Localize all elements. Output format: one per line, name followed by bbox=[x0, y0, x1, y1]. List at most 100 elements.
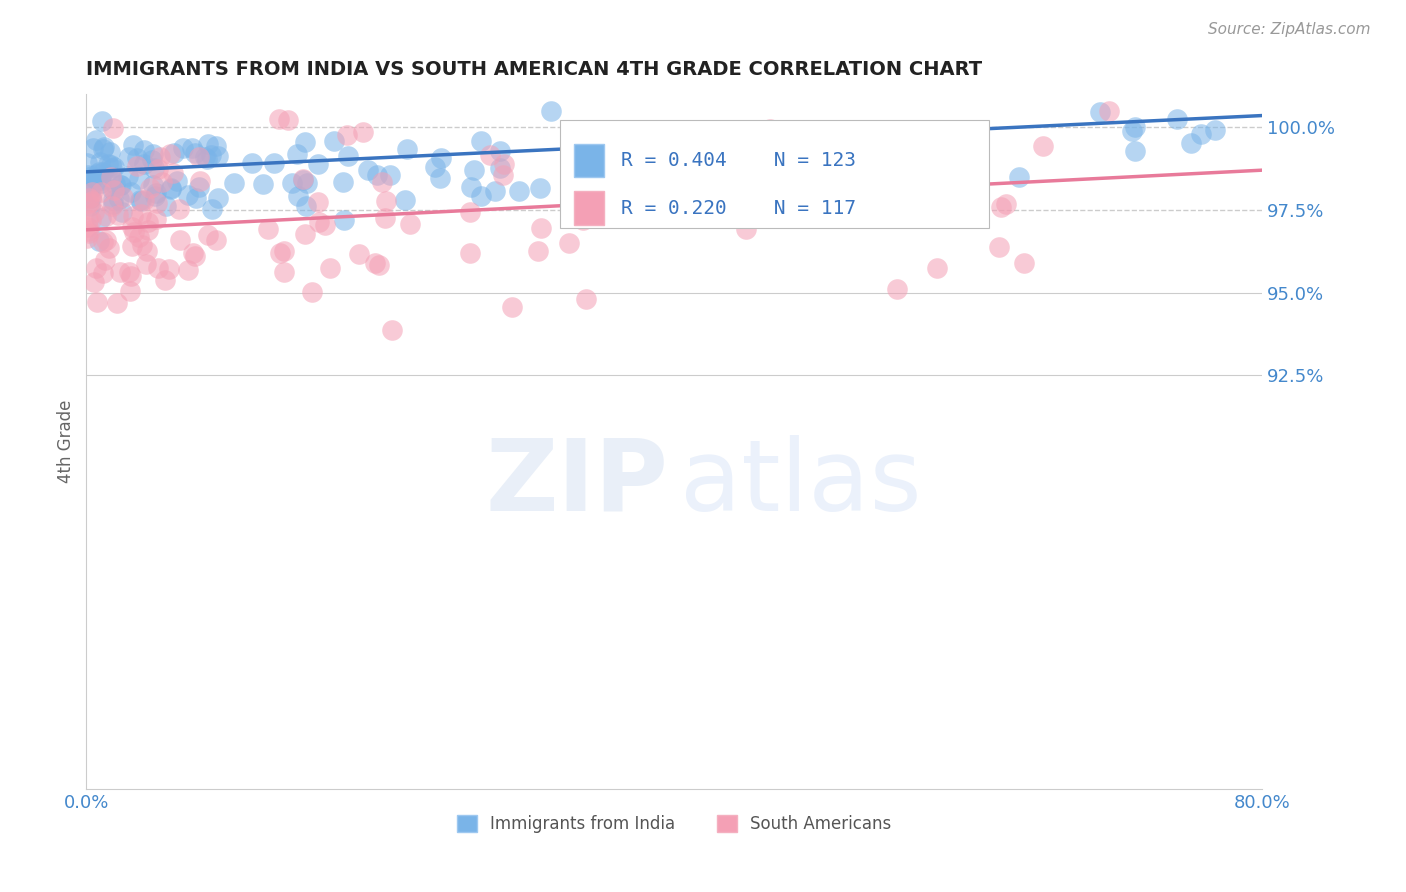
Point bbox=[1032, 138, 1054, 153]
Point bbox=[188, 179, 211, 194]
Point bbox=[145, 211, 167, 226]
Point bbox=[91, 142, 114, 156]
Point bbox=[257, 221, 280, 235]
Legend: Immigrants from India, South Americans: Immigrants from India, South Americans bbox=[457, 815, 891, 833]
Point bbox=[76, 213, 98, 227]
Point bbox=[430, 151, 453, 165]
Point bbox=[307, 194, 329, 209]
Point bbox=[1189, 127, 1212, 141]
Text: ZIP: ZIP bbox=[485, 434, 668, 532]
Point bbox=[77, 172, 100, 186]
Point bbox=[527, 244, 550, 258]
Point bbox=[112, 190, 135, 204]
Point bbox=[101, 193, 124, 207]
Point bbox=[103, 184, 125, 198]
Point bbox=[110, 178, 132, 192]
Point bbox=[94, 252, 117, 267]
Point bbox=[269, 245, 291, 260]
Point bbox=[367, 258, 389, 272]
Point bbox=[148, 261, 170, 276]
Point bbox=[948, 187, 970, 202]
Point bbox=[201, 202, 224, 216]
Point bbox=[132, 193, 155, 207]
Point bbox=[713, 169, 735, 184]
Point bbox=[142, 147, 165, 161]
Point bbox=[332, 175, 354, 189]
Point bbox=[84, 133, 107, 147]
Point bbox=[620, 206, 643, 220]
Point bbox=[80, 182, 103, 196]
Point bbox=[77, 224, 100, 238]
Point bbox=[100, 161, 122, 176]
Point bbox=[105, 296, 128, 310]
Point bbox=[107, 192, 129, 206]
Point bbox=[110, 265, 132, 279]
Point bbox=[87, 164, 110, 178]
Point bbox=[287, 188, 309, 202]
Point bbox=[292, 172, 315, 186]
Point bbox=[162, 146, 184, 161]
Point bbox=[458, 204, 481, 219]
Point bbox=[396, 142, 419, 156]
Point bbox=[160, 181, 183, 195]
Point bbox=[83, 170, 105, 185]
Point bbox=[138, 214, 160, 228]
Point bbox=[332, 213, 354, 227]
Point bbox=[188, 150, 211, 164]
Text: R = 0.404    N = 123: R = 0.404 N = 123 bbox=[621, 152, 856, 170]
Point bbox=[357, 163, 380, 178]
Point bbox=[134, 157, 156, 171]
Point bbox=[200, 148, 222, 162]
Point bbox=[754, 153, 776, 167]
Point bbox=[117, 169, 139, 184]
Point bbox=[337, 149, 360, 163]
Point bbox=[136, 223, 159, 237]
Point bbox=[205, 139, 228, 153]
Point bbox=[374, 211, 396, 225]
Point bbox=[194, 150, 217, 164]
Point bbox=[508, 184, 530, 198]
Point bbox=[529, 181, 551, 195]
Point bbox=[169, 233, 191, 247]
Point bbox=[177, 188, 200, 202]
Point bbox=[122, 138, 145, 153]
Point bbox=[492, 168, 515, 182]
Point bbox=[917, 202, 939, 217]
Point bbox=[83, 275, 105, 289]
Point bbox=[90, 176, 112, 190]
Point bbox=[120, 268, 142, 283]
Point bbox=[91, 235, 114, 250]
Point bbox=[177, 263, 200, 277]
Point bbox=[160, 182, 183, 196]
Point bbox=[352, 125, 374, 139]
Point bbox=[860, 137, 883, 152]
Point bbox=[558, 235, 581, 250]
Point bbox=[703, 179, 725, 194]
Point bbox=[172, 141, 194, 155]
Point bbox=[97, 157, 120, 171]
Point bbox=[307, 157, 329, 171]
Text: IMMIGRANTS FROM INDIA VS SOUTH AMERICAN 4TH GRADE CORRELATION CHART: IMMIGRANTS FROM INDIA VS SOUTH AMERICAN … bbox=[86, 60, 983, 78]
Point bbox=[1008, 170, 1031, 185]
Point bbox=[925, 260, 948, 275]
Point bbox=[138, 181, 160, 195]
Point bbox=[780, 129, 803, 144]
Point bbox=[129, 194, 152, 209]
Point bbox=[84, 260, 107, 275]
Point bbox=[957, 145, 980, 160]
Point bbox=[398, 217, 420, 231]
Point bbox=[86, 294, 108, 309]
Point bbox=[492, 156, 515, 170]
Point bbox=[118, 265, 141, 279]
Point bbox=[585, 178, 607, 192]
Point bbox=[82, 141, 104, 155]
Point bbox=[132, 143, 155, 157]
Point bbox=[222, 176, 245, 190]
Point bbox=[77, 195, 100, 210]
Point bbox=[371, 175, 394, 189]
Point bbox=[146, 196, 169, 211]
Point bbox=[103, 160, 125, 174]
Point bbox=[319, 260, 342, 275]
Point bbox=[463, 163, 485, 178]
Point bbox=[129, 193, 152, 207]
